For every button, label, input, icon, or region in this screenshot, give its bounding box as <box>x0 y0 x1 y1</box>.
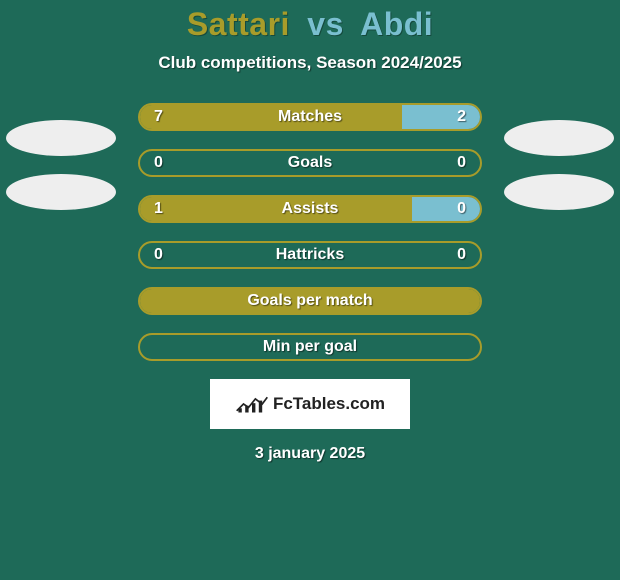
stat-label: Assists <box>140 197 480 221</box>
fctables-logo-icon <box>235 393 269 415</box>
stat-label: Min per goal <box>140 335 480 359</box>
stat-bar: Goals per match <box>138 287 482 315</box>
player1-value: 0 <box>154 243 163 267</box>
stat-bar: Matches7 2 <box>138 103 482 131</box>
player2-value: 2 <box>457 105 466 129</box>
stat-label: Matches <box>140 105 480 129</box>
player2-value: 0 <box>457 243 466 267</box>
branding-text: FcTables.com <box>273 394 385 414</box>
vs-label: vs <box>307 6 344 42</box>
player1-value: 7 <box>154 105 163 129</box>
stat-bar: Min per goal <box>138 333 482 361</box>
stat-label: Goals <box>140 151 480 175</box>
player1-badge-placeholder <box>6 120 116 156</box>
stat-label: Goals per match <box>140 289 480 313</box>
player2-value: 0 <box>457 151 466 175</box>
branding-badge: FcTables.com <box>210 379 410 429</box>
comparison-card: Sattari vs Abdi Club competitions, Seaso… <box>0 0 620 580</box>
subtitle: Club competitions, Season 2024/2025 <box>0 53 620 73</box>
player1-name: Sattari <box>187 6 290 42</box>
stat-bar: Hattricks0 0 <box>138 241 482 269</box>
stat-bars: Matches72Goals00Assists10Hattricks00Goal… <box>138 103 482 361</box>
player1-value: 1 <box>154 197 163 221</box>
player2-value: 0 <box>457 197 466 221</box>
player1-flag-placeholder <box>6 174 116 210</box>
player2-flag-placeholder <box>504 174 614 210</box>
stat-bar: Goals0 0 <box>138 149 482 177</box>
title: Sattari vs Abdi <box>0 6 620 43</box>
player1-value: 0 <box>154 151 163 175</box>
stat-label: Hattricks <box>140 243 480 267</box>
player2-name: Abdi <box>360 6 433 42</box>
stat-bar: Assists1 0 <box>138 195 482 223</box>
date-label: 3 january 2025 <box>0 445 620 463</box>
player2-badge-placeholder <box>504 120 614 156</box>
